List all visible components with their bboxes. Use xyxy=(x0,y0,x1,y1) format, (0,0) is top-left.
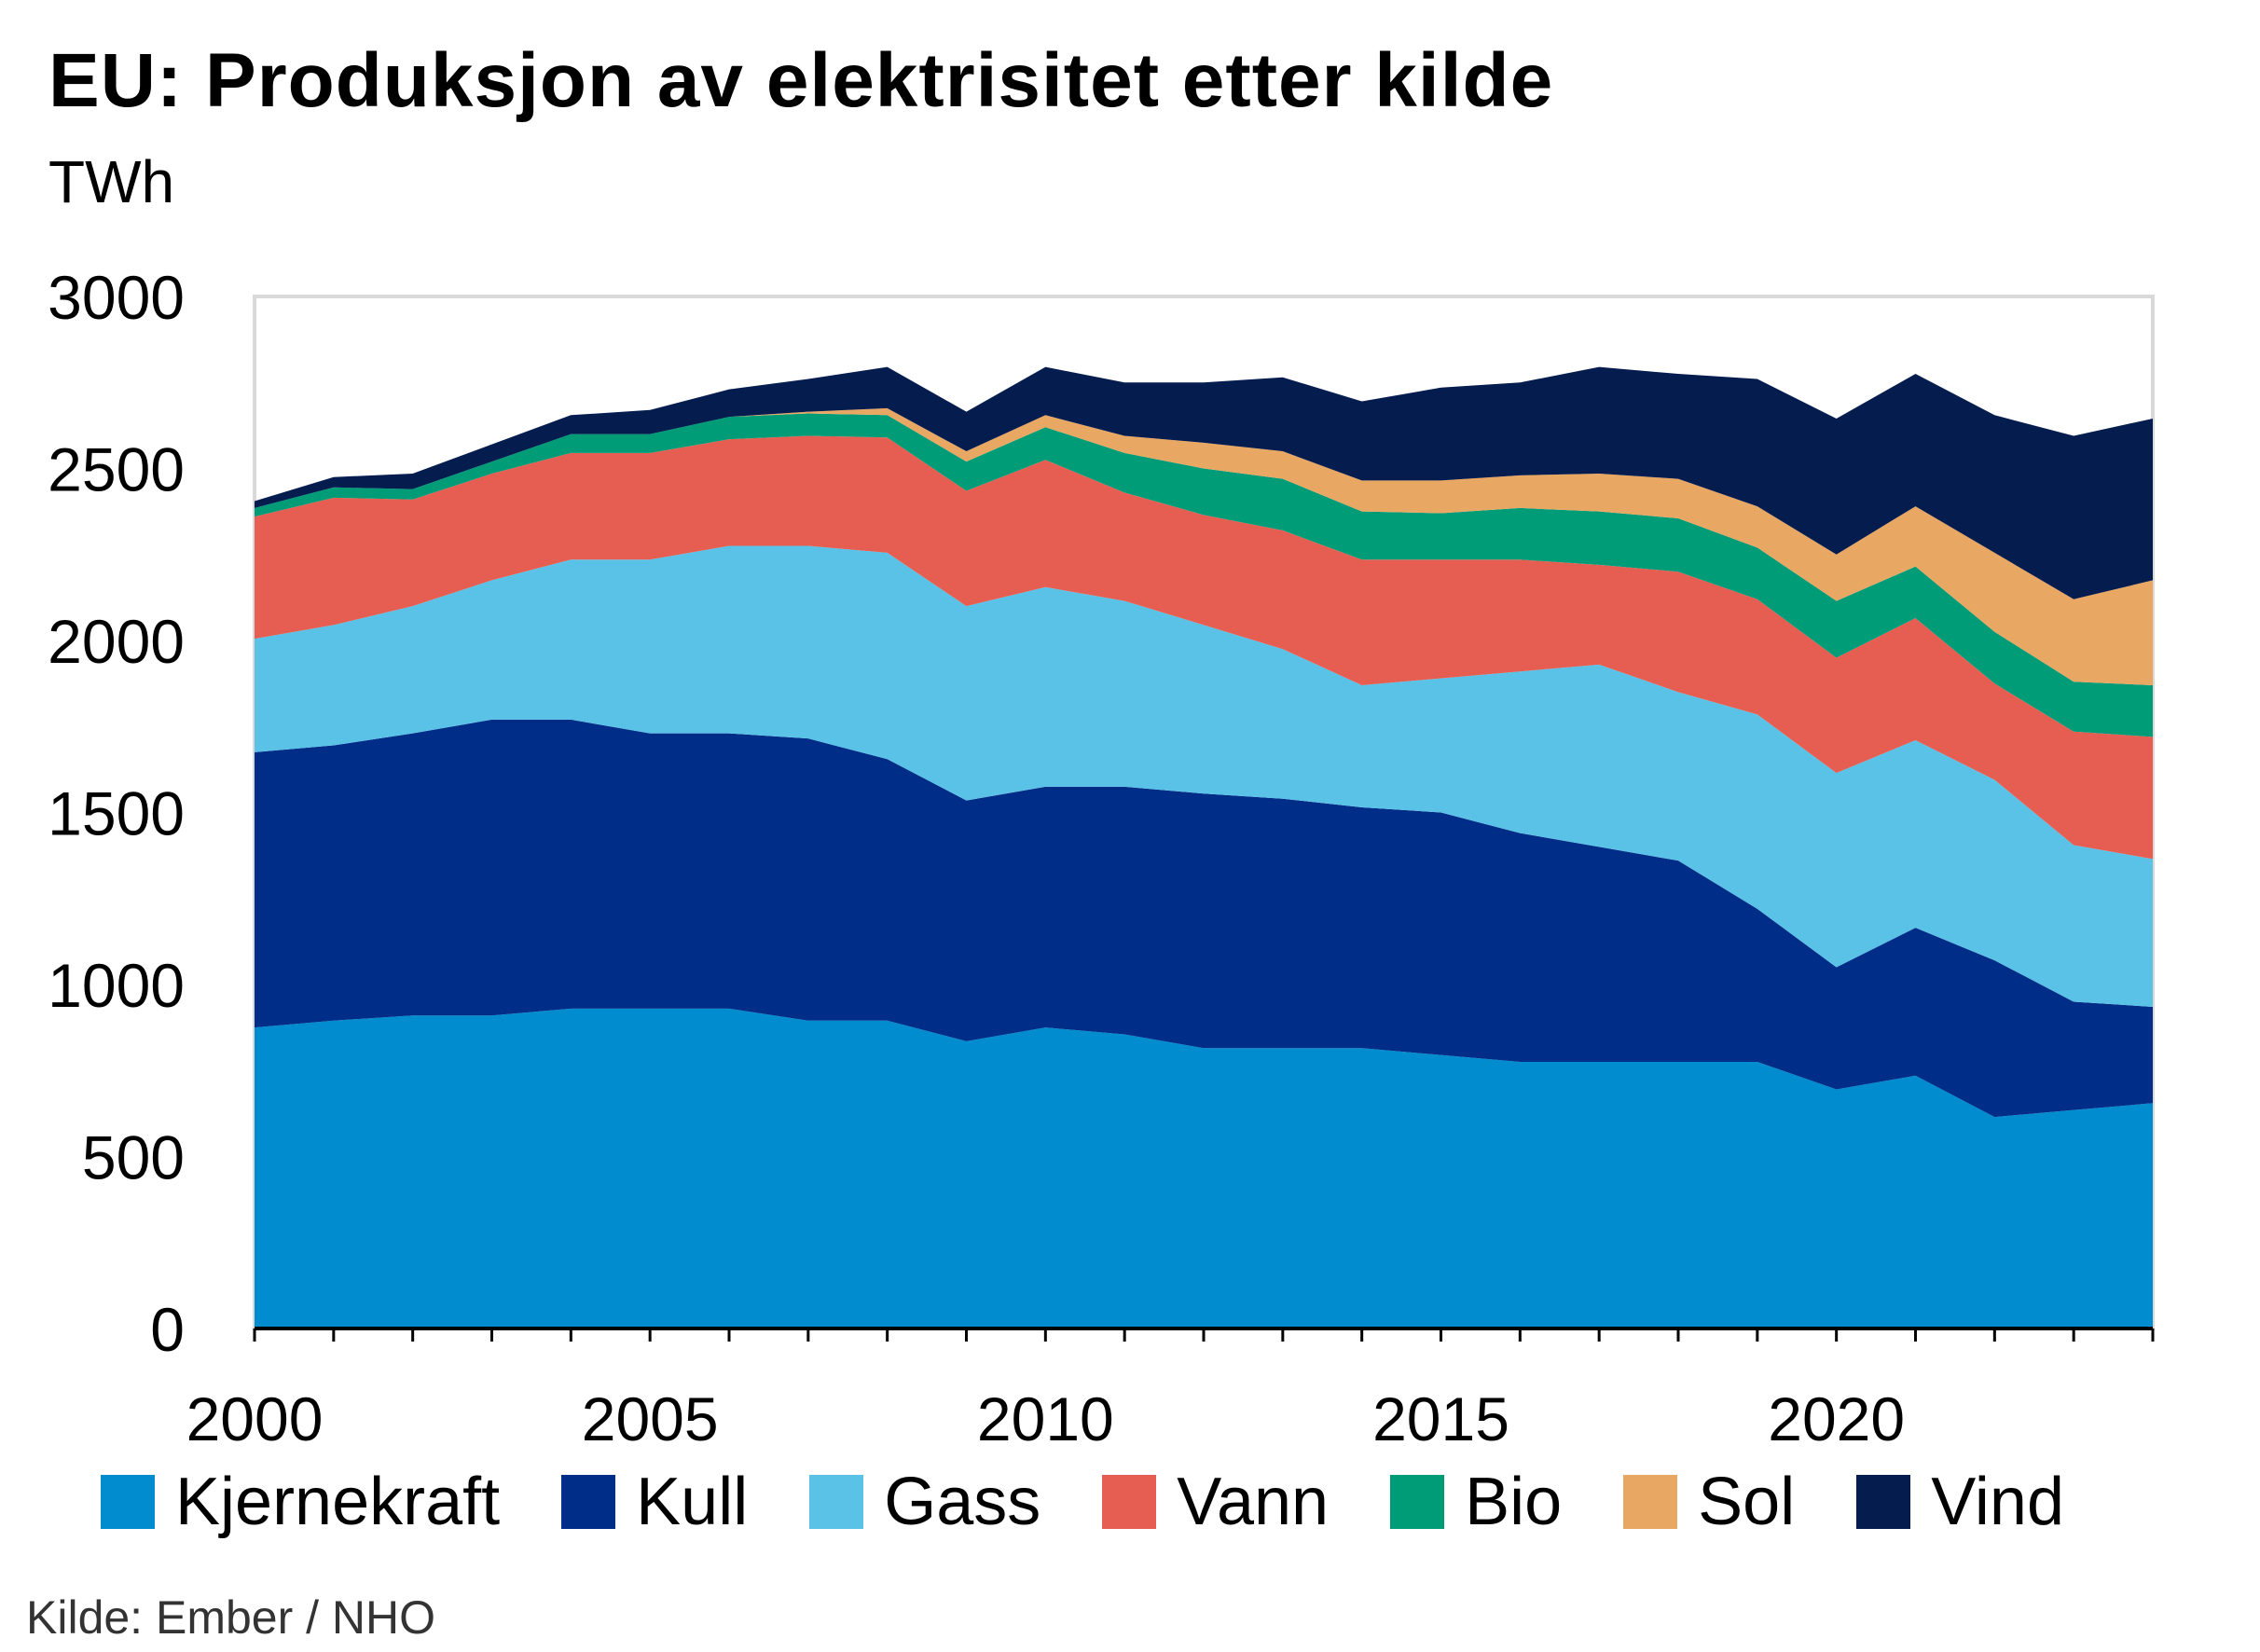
area-kjernekraft xyxy=(255,1008,2153,1328)
legend-swatch xyxy=(1390,1475,1445,1529)
legend-label: Gass xyxy=(884,1465,1041,1539)
legend-swatch xyxy=(1623,1475,1678,1529)
legend-item-vind: Vind xyxy=(1856,1464,2064,1540)
legend-swatch xyxy=(561,1475,616,1529)
area-sol xyxy=(255,407,2153,685)
legend-item-gass: Gass xyxy=(809,1464,1040,1540)
area-vind xyxy=(255,366,2153,599)
legend-swatch xyxy=(101,1475,155,1529)
y-tick-label: 0 xyxy=(150,1295,185,1364)
legend-label: Kull xyxy=(636,1465,749,1539)
stacked-area-chart: 2000 2005 2010 2015 2020 0 500 1000 1500 2000 2500… xyxy=(48,263,2155,1453)
area-kull xyxy=(255,719,2153,1118)
source-note: Kilde: Ember / NHO xyxy=(26,1591,436,1644)
legend-item-bio: Bio xyxy=(1390,1464,1562,1540)
legend-item-vann: Vann xyxy=(1102,1464,1329,1540)
legend-item-kull: Kull xyxy=(561,1464,748,1540)
legend-swatch xyxy=(1102,1475,1157,1529)
x-tick-label: 2005 xyxy=(582,1384,719,1453)
chart-title: EU: Produksjon av elektrisitet etter kil… xyxy=(48,38,1554,123)
legend-label: Vann xyxy=(1177,1465,1330,1539)
area-bio xyxy=(255,413,2153,737)
y-tick-label: 1500 xyxy=(48,779,185,848)
legend-item-sol: Sol xyxy=(1623,1464,1795,1540)
y-tick-label: 3000 xyxy=(48,263,185,332)
legend: Kjernekraft Kull Gass Vann Bio Sol Vind xyxy=(101,1464,2126,1540)
area-vann xyxy=(255,435,2153,860)
legend-swatch xyxy=(1856,1475,1911,1529)
y-tick-label: 2500 xyxy=(48,435,185,504)
x-tick-label: 2020 xyxy=(1768,1384,1905,1453)
legend-label: Bio xyxy=(1465,1465,1563,1539)
legend-label: Kjernekraft xyxy=(175,1465,501,1539)
y-tick-label: 2000 xyxy=(48,607,185,676)
x-tick-label: 2010 xyxy=(977,1384,1114,1453)
x-tick-label: 2015 xyxy=(1372,1384,1509,1453)
legend-label: Vind xyxy=(1931,1465,2065,1539)
y-tick-label: 500 xyxy=(82,1123,185,1192)
legend-label: Sol xyxy=(1698,1465,1796,1539)
x-tick-label: 2000 xyxy=(186,1384,324,1453)
area-gass xyxy=(255,545,2153,1007)
y-axis-unit: TWh xyxy=(48,148,175,215)
y-tick-label: 1000 xyxy=(48,951,185,1020)
legend-swatch xyxy=(809,1475,864,1529)
legend-item-kjernekraft: Kjernekraft xyxy=(101,1464,500,1540)
